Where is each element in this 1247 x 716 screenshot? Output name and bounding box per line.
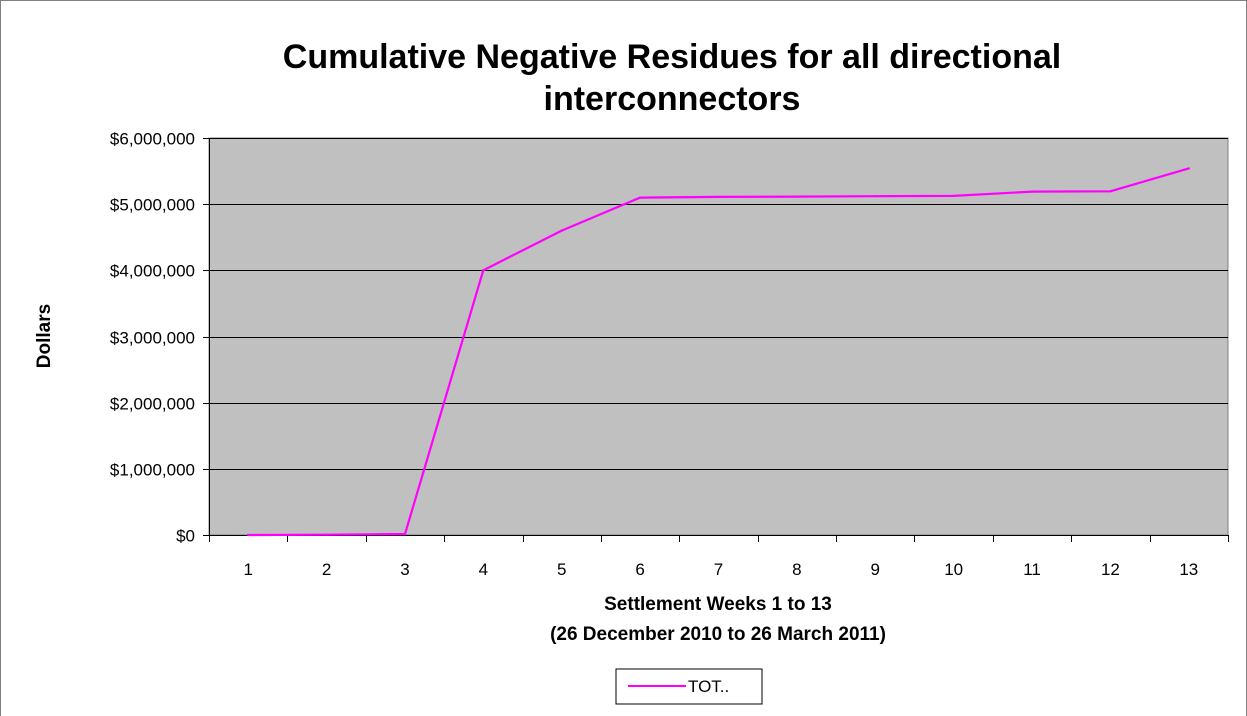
x-axis-title-line-2: (26 December 2010 to 26 March 2011) [550, 624, 886, 645]
data-point [1030, 190, 1034, 193]
data-point [403, 532, 407, 536]
data-point [952, 194, 955, 198]
data-point [717, 195, 720, 199]
y-tick-label: $6,000,000 [110, 130, 195, 149]
x-tick-label: 13 [1179, 560, 1198, 579]
y-tick-label: $1,000,000 [110, 461, 195, 480]
x-tick-label: 9 [871, 560, 880, 579]
y-tick-label: $2,000,000 [110, 395, 195, 414]
y-tick-label: $0 [176, 527, 195, 546]
x-tick-label: 12 [1101, 560, 1120, 579]
series-group [246, 167, 1191, 537]
x-tick-label: 1 [243, 560, 252, 579]
x-tick-label: 4 [479, 560, 488, 579]
x-axis-title-line-1: Settlement Weeks 1 to 13 [604, 594, 832, 615]
y-tick-label: $5,000,000 [110, 196, 195, 215]
data-point [1187, 167, 1191, 170]
grid-lines [209, 138, 1228, 470]
y-tick-label: $3,000,000 [110, 329, 195, 348]
data-point [325, 533, 328, 536]
y-axis: $0 $1,000,000 $2,000,000 $3,000,000 $4,000,0… [110, 130, 210, 546]
y-tick-label: $4,000,000 [110, 262, 195, 281]
x-tick-label: 7 [714, 560, 723, 579]
legend: TOT.. [615, 668, 763, 705]
chart-title-line-2: interconnectors [544, 80, 801, 118]
data-point [560, 229, 563, 232]
data-point [638, 196, 642, 199]
data-point [874, 195, 877, 198]
x-tick-label: 3 [400, 560, 409, 579]
data-point [246, 533, 250, 537]
data-point [482, 269, 485, 272]
x-tick-label: 10 [944, 560, 963, 579]
x-tick-label: 8 [792, 560, 801, 579]
x-tick-label: 2 [322, 560, 331, 579]
data-point [1109, 190, 1112, 193]
legend-label-tot: TOT.. [688, 677, 729, 696]
data-point [795, 195, 799, 198]
chart-title-line-1: Cumulative Negative Residues for all dir… [283, 38, 1061, 76]
y-axis-title: Dollars [34, 304, 55, 368]
x-axis: 1 2 3 4 5 6 7 8 9 10 11 12 13 [209, 535, 1229, 579]
x-tick-label: 6 [635, 560, 644, 579]
x-tick-label: 11 [1023, 560, 1041, 579]
x-tick-label: 5 [557, 560, 566, 579]
